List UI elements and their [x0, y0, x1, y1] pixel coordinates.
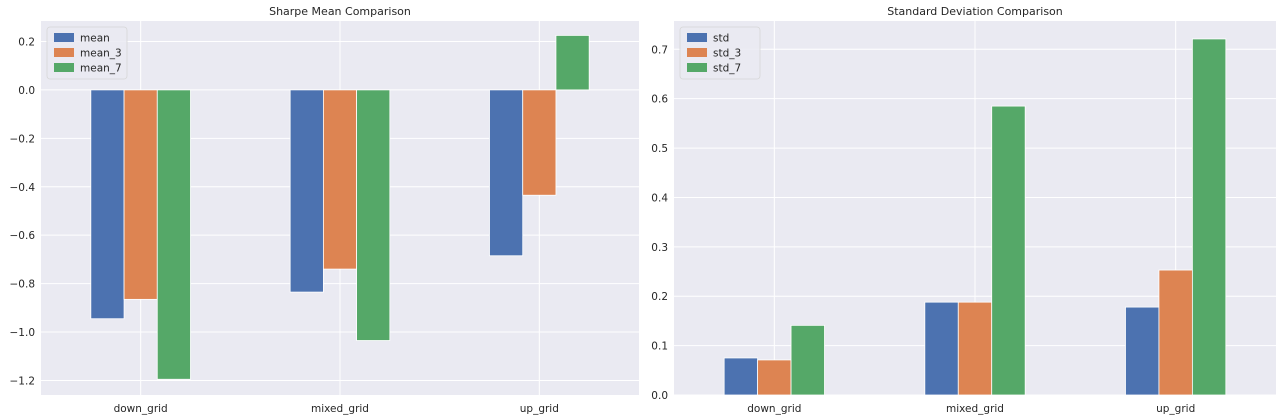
- y-tick-label: 0.1: [651, 341, 668, 353]
- y-tick-label: 0.0: [651, 390, 668, 402]
- legend-entry: mean_3: [54, 48, 122, 60]
- legend-swatch: [687, 33, 707, 42]
- legend-entry: mean: [54, 33, 110, 45]
- legend-label: std_3: [713, 48, 741, 60]
- y-tick-label: 0.6: [651, 94, 668, 106]
- y-tick-labels: 0.0 0.1 0.2 0.3 0.4 0.5 0.6 0.7: [651, 44, 668, 402]
- std-deviation-chart: 0.0 0.1 0.2 0.3 0.4 0.5 0.6 0.7 down_grid mixed_…: [651, 5, 1276, 415]
- legend-swatch: [687, 63, 707, 72]
- bar-mean_7-down_grid: [156, 89, 191, 380]
- x-tick-label: mixed_grid: [946, 403, 1004, 415]
- sharpe-mean-chart: 0.2 0.0 −0.2 −0.4 −0.6 −0.8 −1.0 −1.2 down_grid…: [10, 5, 639, 415]
- x-tick-label: down_grid: [747, 403, 801, 415]
- bar-mean-up_grid: [489, 89, 524, 257]
- bars: [723, 38, 1227, 396]
- x-tick-labels: down_grid mixed_grid up_grid: [114, 403, 559, 415]
- y-tick-label: −0.8: [10, 279, 36, 291]
- y-tick-label: 0.0: [18, 85, 35, 97]
- legend: std std_3 std_7: [679, 26, 761, 80]
- legend-label: mean: [80, 33, 110, 45]
- legend-swatch: [54, 63, 74, 72]
- chart-title: Standard Deviation Comparison: [887, 5, 1063, 18]
- x-tick-labels: down_grid mixed_grid up_grid: [747, 403, 1195, 415]
- legend-swatch: [54, 48, 74, 57]
- bar-std-up_grid: [1125, 306, 1160, 396]
- y-tick-label: 0.3: [651, 242, 668, 254]
- legend-label: std_7: [713, 63, 741, 75]
- y-tick-label: −0.2: [10, 133, 36, 145]
- legend-swatch: [54, 33, 74, 42]
- bar-mean_3-up_grid: [522, 89, 557, 196]
- x-tick-label: up_grid: [1156, 403, 1195, 415]
- bar-std_3-mixed_grid: [957, 301, 993, 396]
- bar-std-down_grid: [723, 357, 759, 396]
- y-tick-label: 0.7: [651, 44, 668, 56]
- y-tick-label: 0.4: [651, 192, 668, 204]
- y-tick-label: −0.6: [10, 230, 36, 242]
- bar-mean_3-down_grid: [123, 89, 158, 300]
- y-tick-label: 0.5: [651, 143, 668, 155]
- y-tick-label: 0.2: [18, 36, 35, 48]
- y-tick-label: −0.4: [10, 182, 36, 194]
- legend-entry: std_7: [687, 63, 741, 75]
- bars: [90, 35, 590, 380]
- x-tick-label: up_grid: [520, 403, 559, 415]
- y-tick-label: −1.2: [10, 375, 36, 387]
- x-tick-label: down_grid: [114, 403, 168, 415]
- chart-title: Sharpe Mean Comparison: [269, 5, 411, 18]
- legend-entry: std_3: [687, 48, 741, 60]
- y-tick-labels: 0.2 0.0 −0.2 −0.4 −0.6 −0.8 −1.0 −1.2: [10, 36, 36, 387]
- legend-entry: mean_7: [54, 63, 122, 75]
- legend-label: mean_3: [80, 48, 122, 60]
- bar-mean_7-mixed_grid: [356, 89, 391, 341]
- legend-label: std: [713, 33, 729, 45]
- bar-mean-mixed_grid: [289, 89, 324, 293]
- legend-swatch: [687, 48, 707, 57]
- y-tick-label: −1.0: [10, 327, 36, 339]
- bar-mean_3-mixed_grid: [322, 89, 358, 270]
- bar-mean_7-up_grid: [555, 35, 590, 91]
- bar-std_7-down_grid: [790, 324, 825, 396]
- bar-std_7-up_grid: [1191, 38, 1227, 396]
- bar-std_3-up_grid: [1158, 269, 1193, 396]
- bar-std-mixed_grid: [924, 301, 959, 396]
- legend-entry: std: [687, 33, 729, 45]
- bar-std_7-mixed_grid: [991, 105, 1026, 396]
- legend: mean mean_3 mean_7: [46, 26, 128, 80]
- legend-label: mean_7: [80, 63, 122, 75]
- bar-mean-down_grid: [90, 89, 125, 320]
- bar-std_3-down_grid: [757, 359, 792, 396]
- x-tick-label: mixed_grid: [311, 403, 369, 415]
- y-tick-label: 0.2: [651, 291, 668, 303]
